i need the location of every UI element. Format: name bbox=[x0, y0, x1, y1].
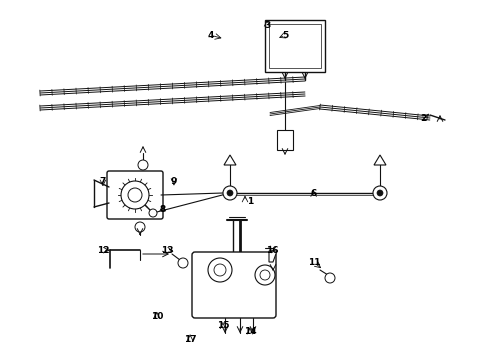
Text: 15: 15 bbox=[217, 321, 229, 330]
Circle shape bbox=[138, 160, 148, 170]
Polygon shape bbox=[224, 155, 236, 165]
Circle shape bbox=[227, 190, 233, 196]
Circle shape bbox=[260, 270, 270, 280]
Text: 13: 13 bbox=[161, 246, 174, 255]
Circle shape bbox=[223, 186, 237, 200]
Text: 1: 1 bbox=[247, 197, 253, 206]
Bar bbox=[269, 24, 321, 68]
Text: 16: 16 bbox=[266, 246, 278, 255]
Text: 17: 17 bbox=[184, 335, 196, 343]
Bar bbox=[277, 130, 293, 150]
Text: 7: 7 bbox=[99, 177, 106, 186]
Circle shape bbox=[325, 273, 335, 283]
Text: 9: 9 bbox=[171, 177, 177, 186]
Text: 14: 14 bbox=[244, 327, 256, 336]
Polygon shape bbox=[269, 251, 277, 262]
Circle shape bbox=[214, 264, 226, 276]
Text: 6: 6 bbox=[311, 189, 317, 198]
Text: 12: 12 bbox=[97, 246, 109, 255]
Circle shape bbox=[135, 222, 145, 232]
FancyBboxPatch shape bbox=[107, 171, 163, 219]
Circle shape bbox=[373, 186, 387, 200]
Polygon shape bbox=[374, 155, 386, 165]
Circle shape bbox=[208, 258, 232, 282]
Text: 10: 10 bbox=[150, 312, 163, 321]
Circle shape bbox=[149, 209, 157, 217]
Circle shape bbox=[178, 258, 188, 268]
Text: 3: 3 bbox=[264, 21, 270, 30]
Text: 5: 5 bbox=[282, 31, 288, 40]
Circle shape bbox=[377, 190, 383, 196]
Text: 8: 8 bbox=[160, 205, 166, 215]
Bar bbox=[265, 20, 325, 72]
FancyBboxPatch shape bbox=[192, 252, 276, 318]
Text: 2: 2 bbox=[421, 114, 427, 123]
Text: 11: 11 bbox=[308, 258, 321, 267]
Circle shape bbox=[128, 188, 142, 202]
Circle shape bbox=[121, 181, 149, 209]
Text: 4: 4 bbox=[207, 31, 214, 40]
Circle shape bbox=[255, 265, 275, 285]
